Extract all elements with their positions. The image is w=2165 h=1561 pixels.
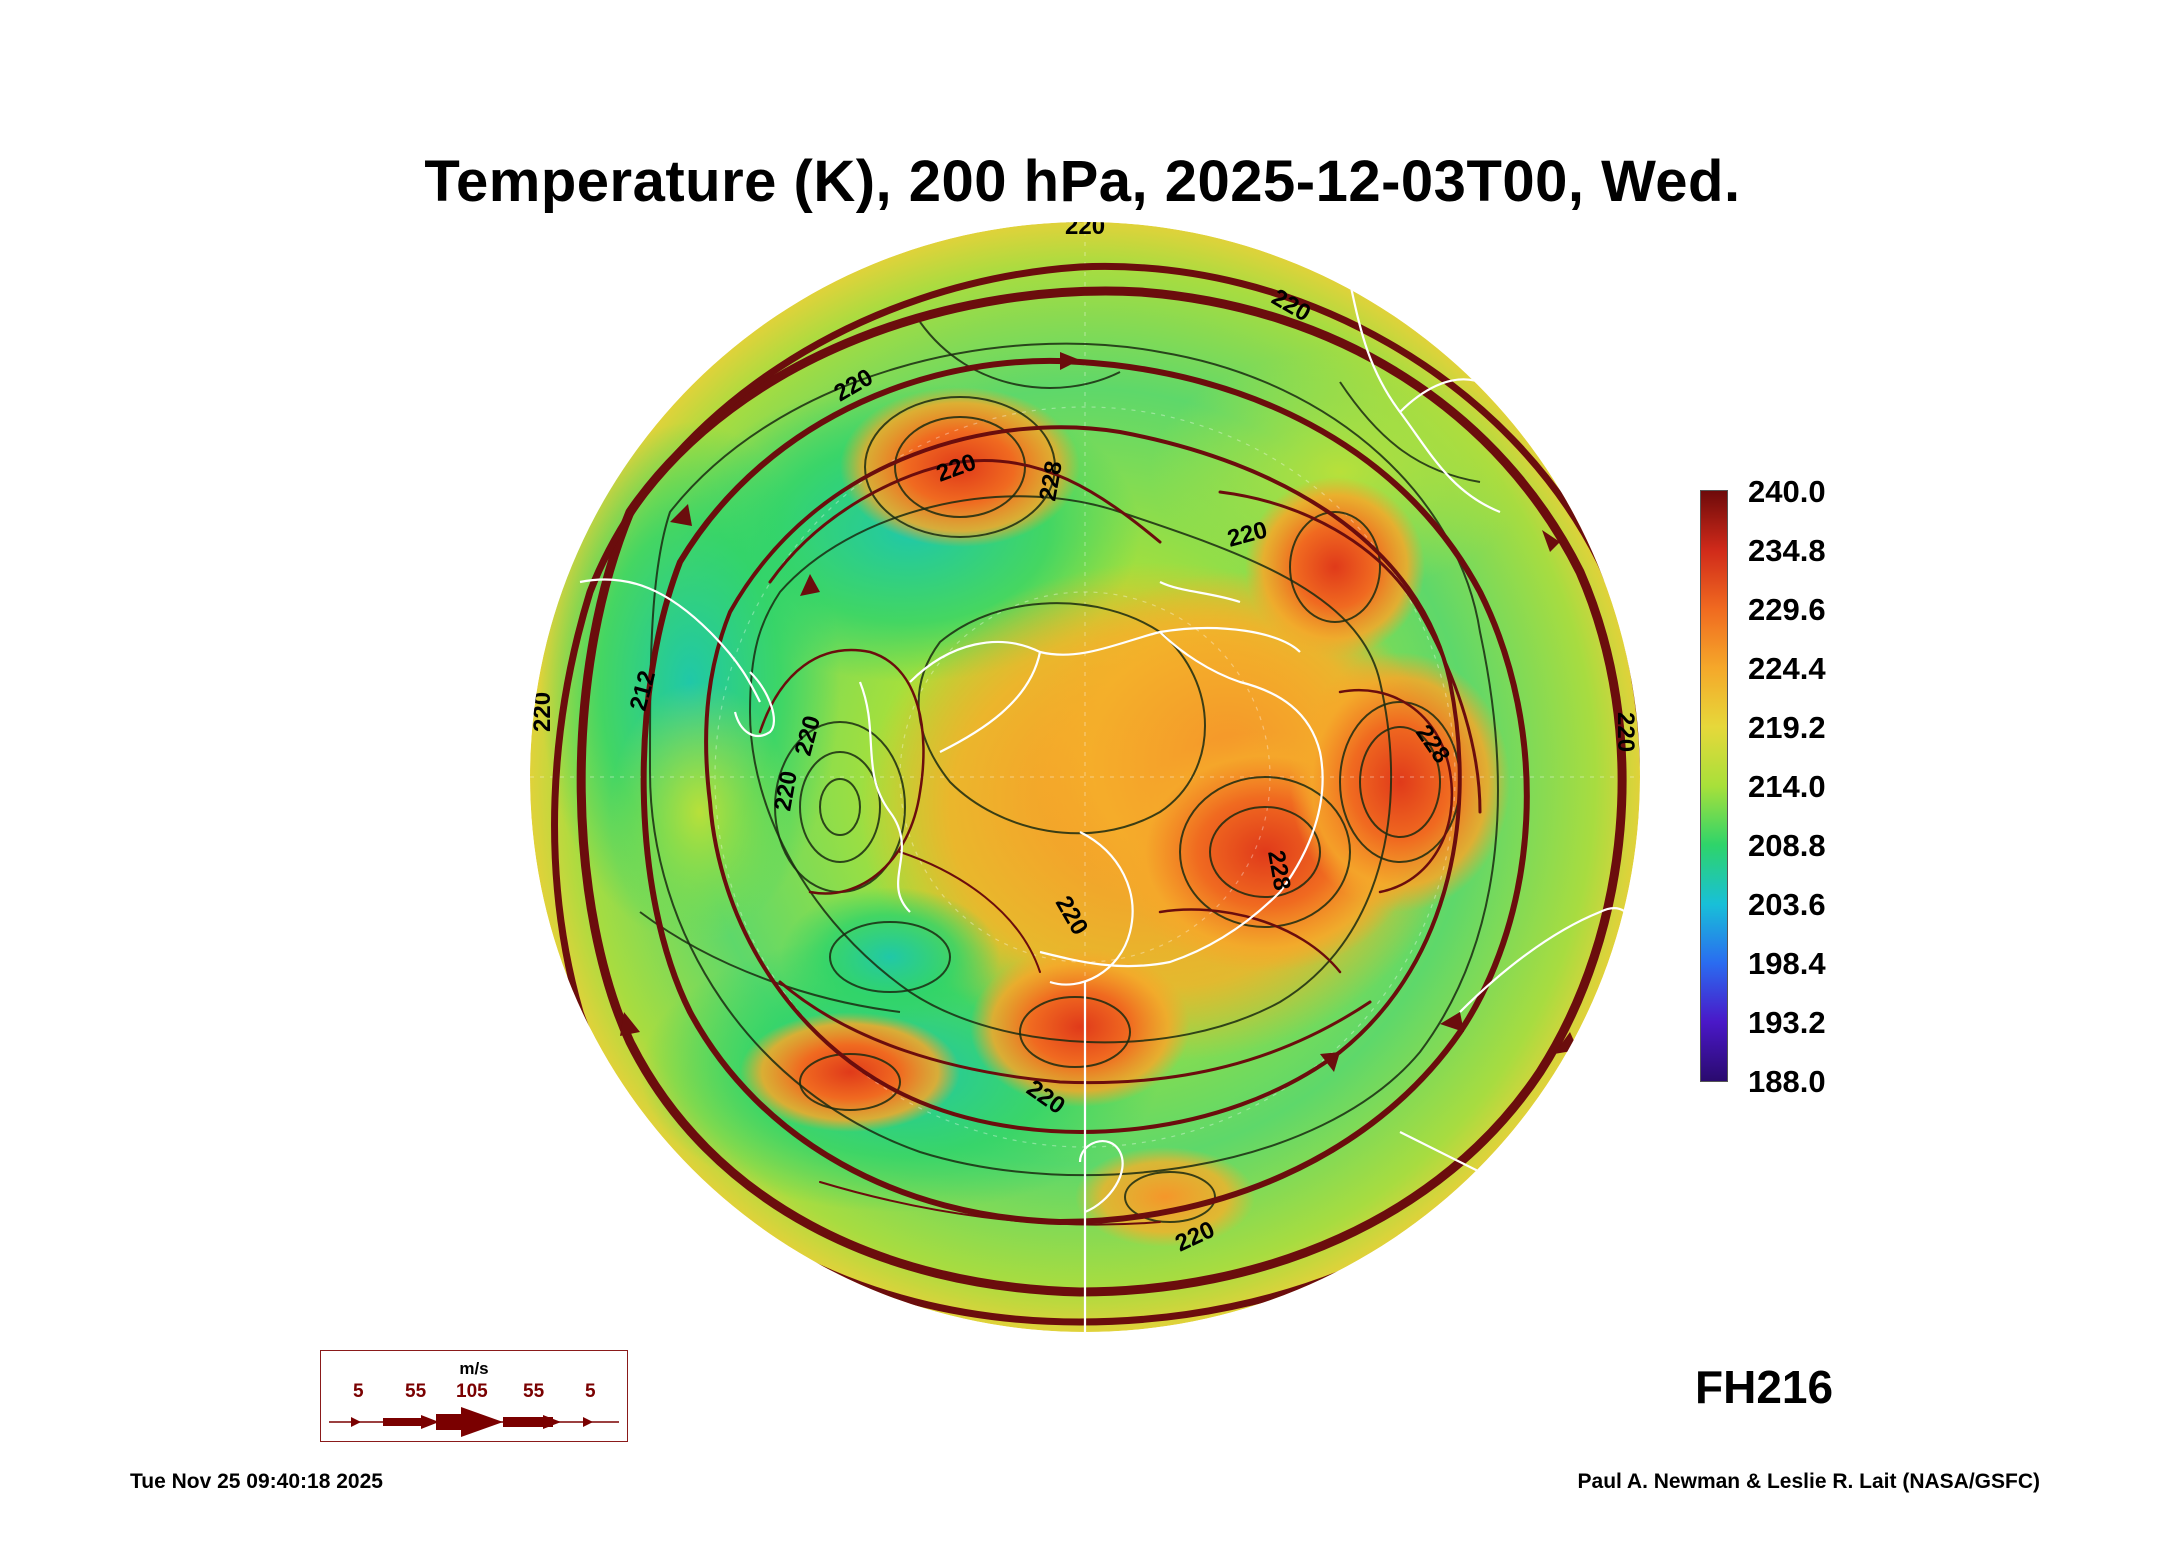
contour-label: 220 xyxy=(718,277,766,322)
contour-label: 220 xyxy=(1065,213,1105,240)
colorbar-label: 193.2 xyxy=(1748,1005,1826,1040)
legend-tick: 105 xyxy=(456,1381,488,1402)
temperature-colorbar xyxy=(1700,490,1728,1082)
temperature-field: 220 220 220 220 220 228 228 228 220 220 … xyxy=(529,213,1640,1332)
generated-timestamp: Tue Nov 25 09:40:18 2025 xyxy=(130,1470,383,1493)
credit-text: Paul A. Newman & Leslie R. Lait (NASA/GS… xyxy=(1577,1470,2040,1493)
colorbar-label: 208.8 xyxy=(1748,828,1826,863)
colorbar-label: 224.4 xyxy=(1748,651,1826,686)
legend-tick: 5 xyxy=(585,1381,596,1402)
colorbar-label: 198.4 xyxy=(1748,946,1826,981)
legend-tick: 5 xyxy=(353,1381,364,1402)
colorbar-label: 219.2 xyxy=(1748,710,1826,745)
legend-tick: 55 xyxy=(523,1381,545,1402)
colorbar-label: 188.0 xyxy=(1748,1064,1826,1099)
colorbar-label: 234.8 xyxy=(1748,533,1826,568)
colorbar-label: 203.6 xyxy=(1748,887,1826,922)
map-title: Temperature (K), 200 hPa, 2025-12-03T00,… xyxy=(424,149,1741,214)
contour-label: 220 xyxy=(1612,712,1639,752)
contour-label: 220 xyxy=(529,692,556,732)
wind-speed-legend: m/s 5 55 105 55 5 xyxy=(320,1350,628,1442)
colorbar-label: 240.0 xyxy=(1748,474,1826,509)
legend-arrow-scale xyxy=(329,1407,619,1437)
colorbar-label: 214.0 xyxy=(1748,769,1826,804)
polar-stereographic-map: 220 220 220 220 220 228 228 228 220 220 … xyxy=(529,213,1640,1332)
colorbar-label: 229.6 xyxy=(1748,592,1826,627)
legend-unit: m/s xyxy=(459,1359,489,1378)
forecast-hour: FH216 xyxy=(1695,1361,1834,1413)
legend-tick: 55 xyxy=(405,1381,427,1402)
